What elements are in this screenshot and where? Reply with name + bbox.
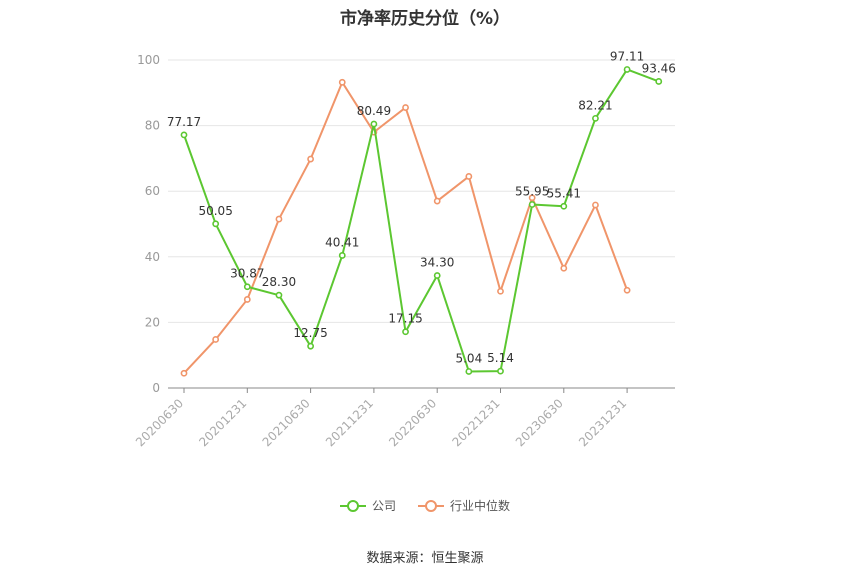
point-industry	[180, 369, 188, 377]
y-tick-label: 0	[152, 381, 160, 395]
point-industry	[243, 296, 251, 303]
point-industry	[433, 197, 441, 205]
legend-label-industry: 行业中位数	[450, 499, 511, 513]
y-tick-label: 100	[137, 53, 160, 67]
y-tick-label: 80	[145, 119, 160, 133]
legend-swatch-industry	[418, 499, 444, 512]
legend-item-industry[interactable]: 行业中位数	[418, 497, 510, 514]
point-industry	[307, 155, 314, 163]
point-company	[497, 367, 504, 375]
point-industry	[465, 173, 473, 180]
grid-lines	[168, 59, 675, 323]
chart-title: 市净率历史分位（%）	[339, 9, 511, 29]
point-company	[433, 272, 441, 279]
data-label-company: 40.41	[325, 235, 359, 249]
data-label-company: 77.17	[167, 115, 201, 129]
point-industry	[623, 286, 631, 294]
point-company	[592, 114, 599, 122]
point-industry	[275, 215, 283, 223]
data-label-company: 55.41	[547, 186, 581, 200]
data-label-company: 80.49	[357, 104, 391, 118]
point-company	[623, 66, 631, 73]
x-tick-label: 20201231	[196, 396, 249, 449]
point-company	[528, 201, 536, 208]
data-label-company: 55.95	[515, 184, 549, 198]
data-label-company: 34.30	[420, 255, 454, 269]
x-tick-label: 20221231	[450, 396, 503, 449]
x-tick-label: 20210630	[260, 396, 313, 449]
point-industry	[560, 264, 568, 272]
point-company	[338, 252, 346, 259]
data-label-company: 5.14	[487, 351, 514, 365]
point-company	[307, 342, 314, 350]
y-tick-label: 40	[145, 250, 160, 264]
point-company	[180, 131, 188, 139]
point-company	[275, 291, 283, 299]
data-label-company: 93.46	[642, 61, 676, 75]
data-label-company: 17.15	[388, 312, 422, 326]
data-label-company: 30.87	[230, 267, 264, 281]
x-tick-label: 20230630	[513, 396, 566, 449]
point-industry	[212, 336, 220, 343]
legend-item-company[interactable]: 公司	[339, 497, 396, 514]
x-axis: 20200630 20201231 20210630 20211231 20220630…	[133, 387, 675, 449]
data-label-company: 50.05	[198, 204, 232, 218]
series-group	[180, 66, 663, 377]
point-industry	[338, 78, 346, 86]
point-company	[465, 368, 473, 375]
x-tick-label: 20200630	[133, 396, 186, 449]
series-line-company	[183, 68, 660, 373]
legend-swatch-company	[339, 499, 366, 512]
point-company	[560, 202, 568, 210]
data-label-company: 82.21	[578, 98, 612, 112]
data-label-company: 12.75	[293, 326, 327, 340]
data-source: 数据来源：恒生聚源	[366, 551, 484, 566]
x-tick-label: 20220630	[386, 396, 439, 449]
data-label-company: 28.30	[262, 275, 296, 289]
point-company	[370, 120, 378, 128]
legend-label-company: 公司	[371, 499, 396, 513]
y-tick-label: 20	[145, 315, 160, 329]
point-company	[243, 283, 251, 291]
point-company	[655, 78, 663, 85]
point-company	[212, 220, 220, 228]
point-industry	[528, 194, 536, 202]
x-tick-label: 20211231	[323, 396, 376, 449]
x-tick-label: 20231231	[576, 396, 629, 449]
legend: 公司 行业中位数	[0, 497, 850, 514]
y-tick-label: 60	[145, 184, 160, 198]
data-label-company: 97.11	[610, 49, 644, 63]
point-industry	[592, 201, 599, 209]
point-industry	[402, 104, 409, 111]
data-label-company: 5.04	[455, 351, 482, 365]
y-axis: 0 20 40 60 80 100	[137, 53, 160, 395]
point-industry	[497, 287, 504, 295]
point-company	[402, 328, 409, 336]
